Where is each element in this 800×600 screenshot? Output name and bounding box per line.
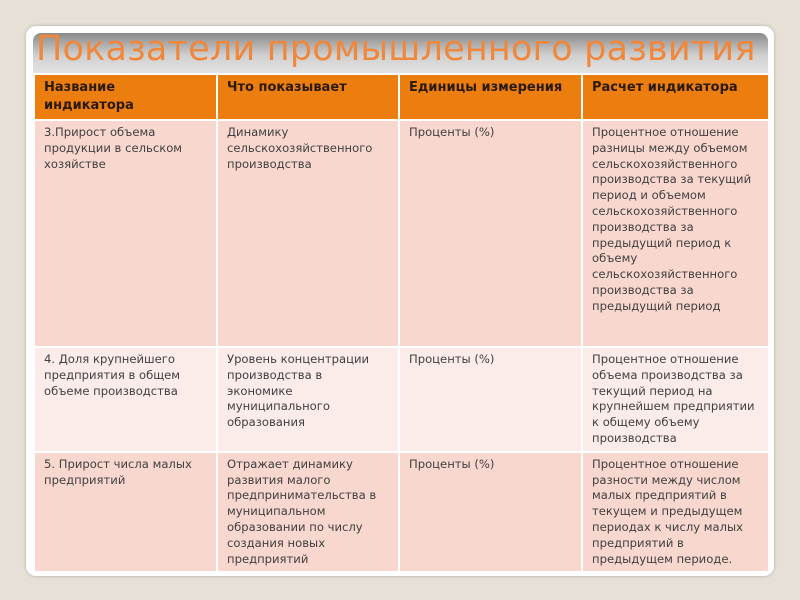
- table-row: 4. Доля крупнейшего предприятия в общем …: [33, 346, 770, 453]
- cell-units: Проценты (%): [398, 346, 583, 453]
- cell-calculation: Процентное отношение разницы между объем…: [581, 119, 770, 348]
- title-bar: Показатели промышленного развития: [33, 33, 768, 73]
- cell-indicator-name: 5. Прирост числа малых предприятий: [33, 450, 218, 574]
- cell-units: Проценты (%): [398, 450, 583, 574]
- cell-calculation: Процентное отношение разности между числ…: [581, 450, 770, 574]
- table-row: 3.Прирост объема продукции в сельском хо…: [33, 119, 770, 348]
- cell-what-it-shows: Уровень концентрации производства в экон…: [216, 346, 400, 453]
- cell-what-it-shows: Динамику сельскохозяйственного производс…: [216, 119, 400, 348]
- cell-indicator-name: 3.Прирост объема продукции в сельском хо…: [33, 119, 218, 348]
- header-indicator-name: Название индикатора: [33, 73, 218, 121]
- indicators-table: Название индикатора Что показывает Едини…: [33, 73, 770, 574]
- cell-what-it-shows: Отражает динамику развития малого предпр…: [216, 450, 400, 574]
- cell-indicator-name: 4. Доля крупнейшего предприятия в общем …: [33, 346, 218, 453]
- header-what-it-shows: Что показывает: [216, 73, 400, 121]
- table-header-row: Название индикатора Что показывает Едини…: [33, 73, 770, 121]
- table-row: 5. Прирост числа малых предприятий Отраж…: [33, 450, 770, 574]
- cell-units: Проценты (%): [398, 119, 583, 348]
- slide-title: Показатели промышленного развития: [36, 33, 756, 69]
- header-units: Единицы измерения: [398, 73, 583, 121]
- cell-calculation: Процентное отношение объема производства…: [581, 346, 770, 453]
- header-calculation: Расчет индикатора: [581, 73, 770, 121]
